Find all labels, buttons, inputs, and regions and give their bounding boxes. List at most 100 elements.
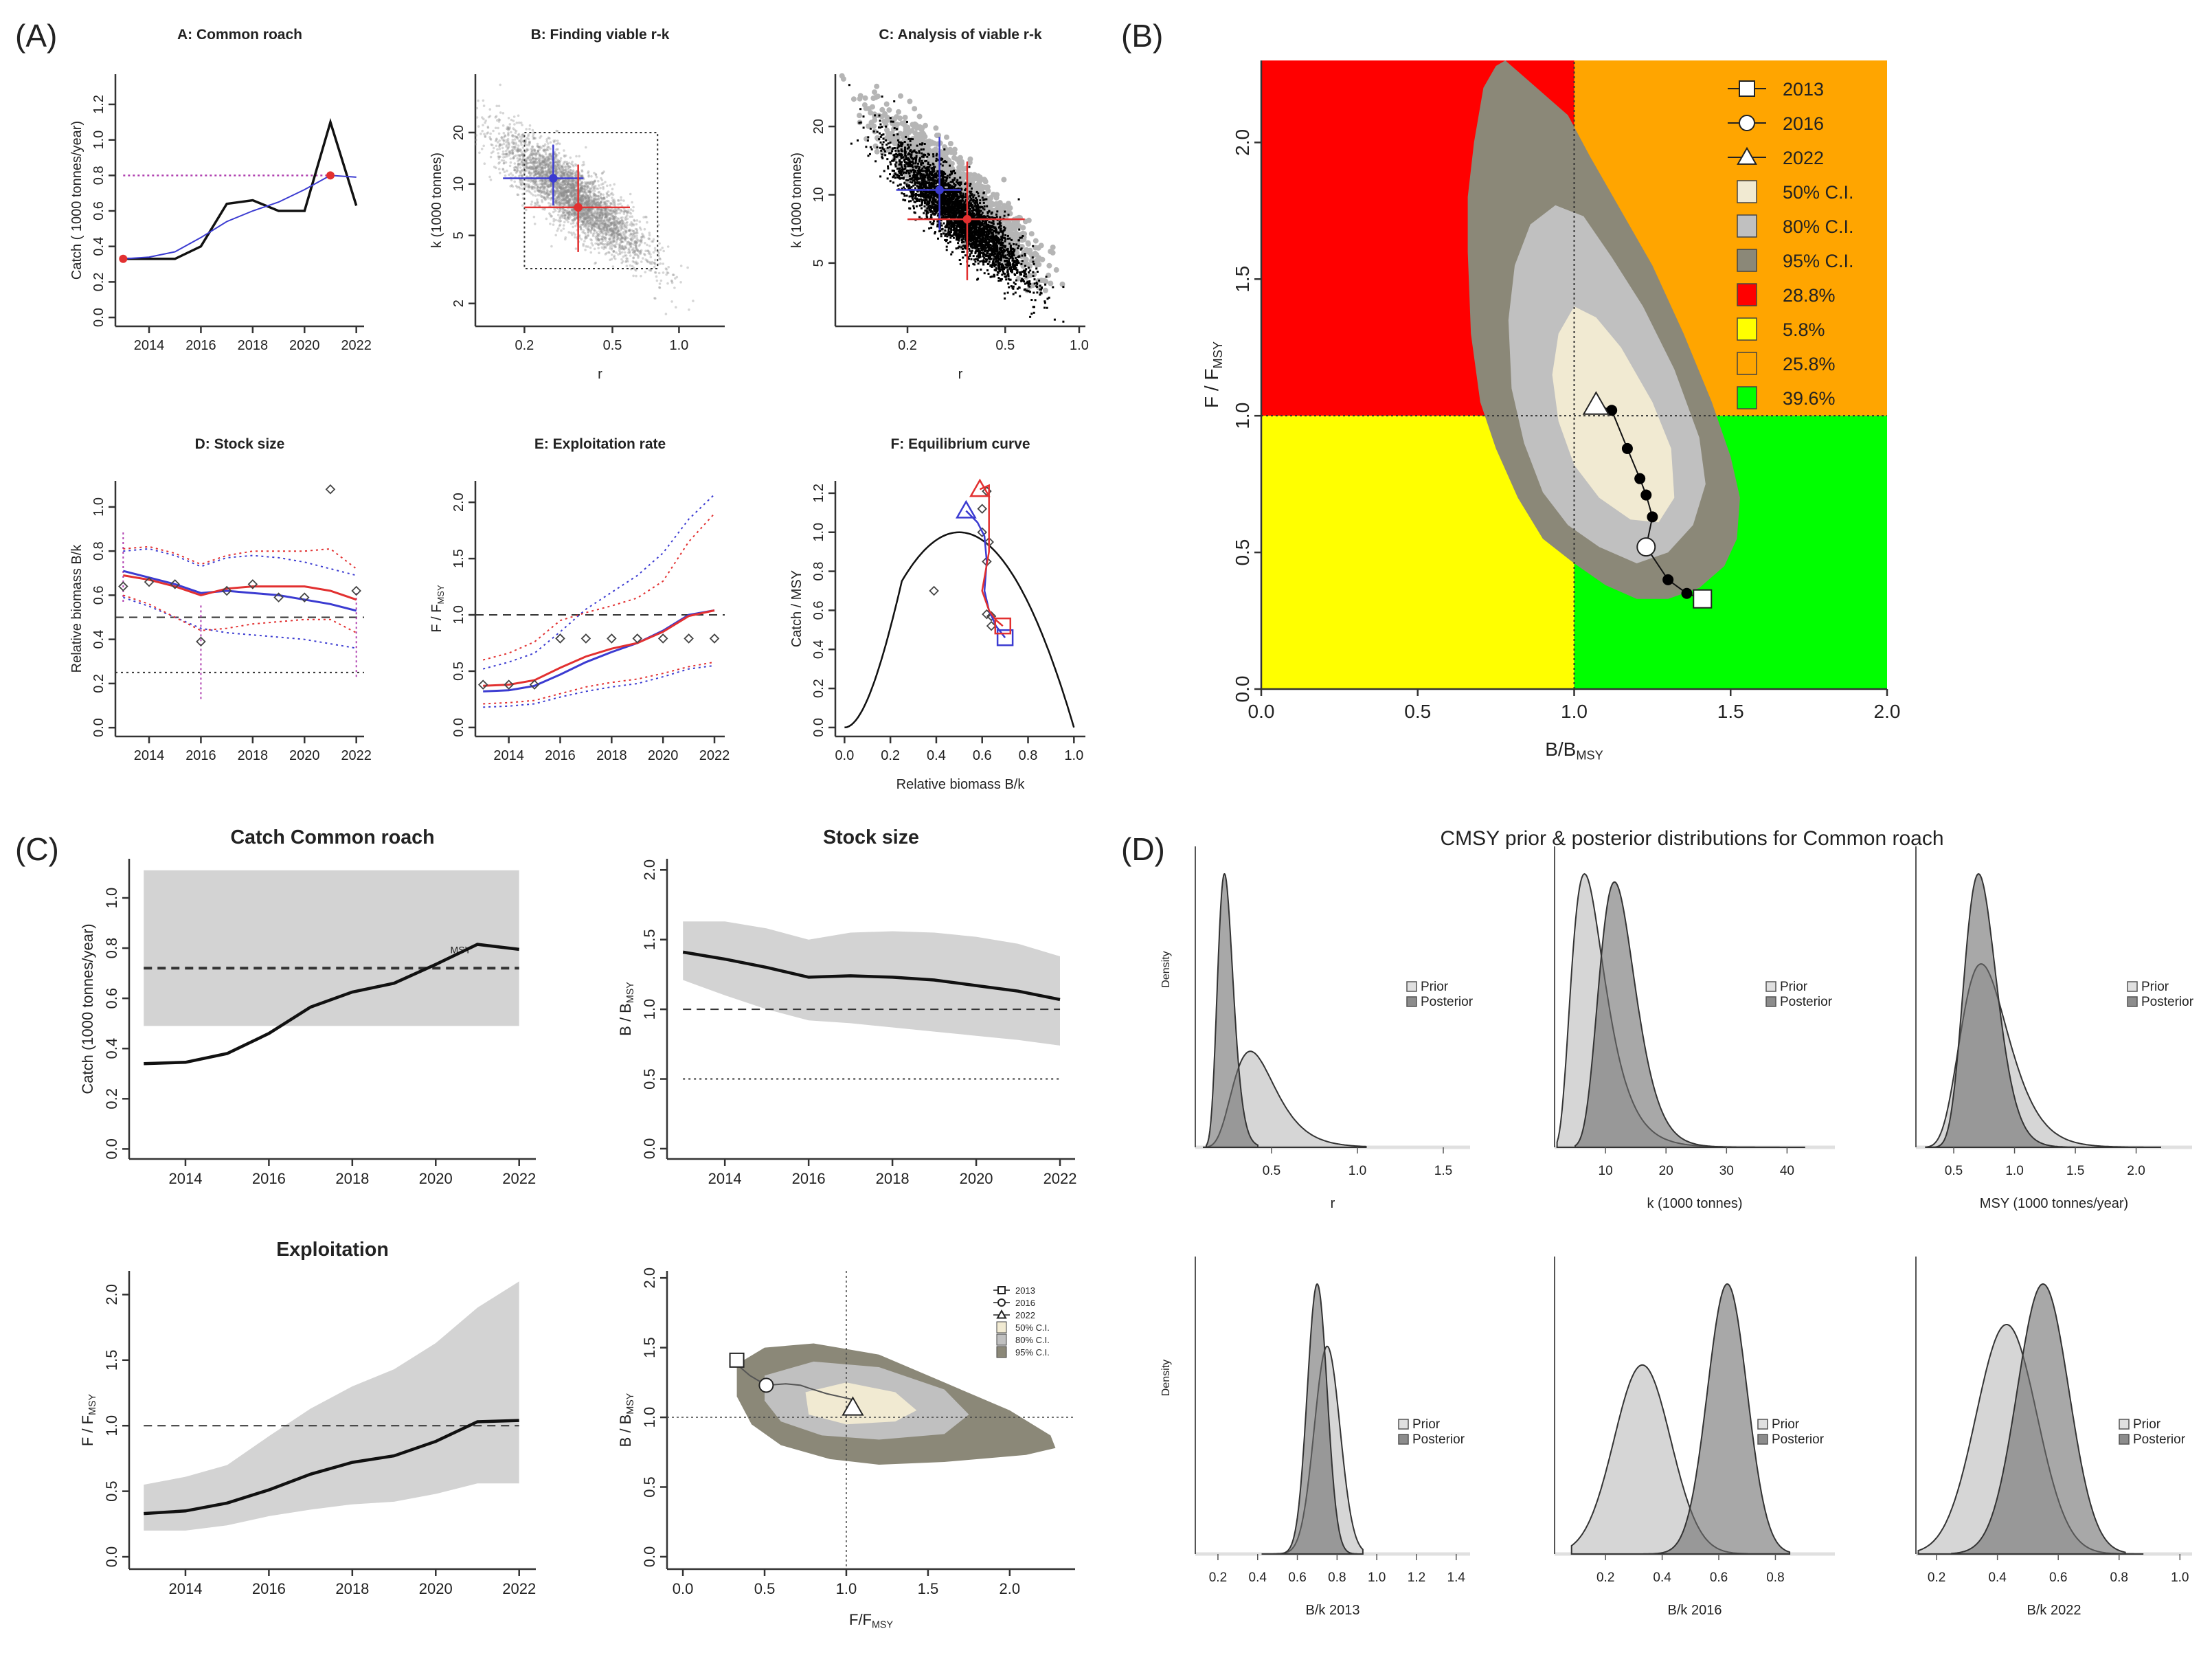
rk-point bbox=[584, 248, 587, 251]
rk-point bbox=[661, 247, 664, 249]
rk-point bbox=[599, 193, 602, 196]
rk-point bbox=[556, 171, 559, 174]
rk-point bbox=[510, 184, 513, 187]
rk-point bbox=[554, 192, 557, 195]
rk-point bbox=[673, 273, 675, 277]
rk-point bbox=[657, 271, 661, 275]
rk-point bbox=[579, 216, 582, 219]
rk-point bbox=[579, 197, 583, 200]
rk-point bbox=[1001, 205, 1007, 211]
rk-point bbox=[483, 133, 486, 135]
rk-point bbox=[648, 245, 651, 247]
rk-point bbox=[574, 181, 577, 185]
rk-point bbox=[600, 246, 604, 249]
rk-point bbox=[620, 196, 622, 199]
rk-point bbox=[649, 256, 653, 259]
rk-point bbox=[528, 144, 530, 147]
rk-point bbox=[581, 223, 584, 227]
rk-point bbox=[570, 187, 574, 190]
rk-point bbox=[625, 221, 628, 225]
rk-point bbox=[633, 243, 636, 246]
rk-point bbox=[549, 161, 552, 165]
rk-point bbox=[605, 224, 609, 227]
rk-point bbox=[580, 238, 583, 241]
rk-point bbox=[571, 213, 574, 216]
rk-point bbox=[585, 194, 588, 197]
rk-point bbox=[543, 179, 547, 181]
rk-point bbox=[592, 198, 596, 201]
rk-point bbox=[615, 233, 618, 236]
rk-point bbox=[569, 168, 572, 172]
rk-point bbox=[597, 218, 600, 222]
rk-point bbox=[525, 162, 528, 166]
rk-point bbox=[609, 192, 613, 196]
rk-point bbox=[634, 227, 637, 231]
rk-point bbox=[610, 234, 613, 237]
rk-point bbox=[475, 138, 477, 142]
rk-point bbox=[567, 201, 571, 204]
rk-point bbox=[620, 234, 623, 238]
rk-point bbox=[601, 171, 604, 174]
rk-point bbox=[646, 221, 648, 224]
rk-point bbox=[636, 254, 639, 257]
rk-point bbox=[611, 231, 614, 234]
rk-point bbox=[569, 216, 572, 218]
rk-point bbox=[541, 201, 544, 203]
rk-point bbox=[561, 188, 564, 191]
rk-point bbox=[499, 142, 501, 146]
rk-point bbox=[488, 115, 492, 117]
rk-point bbox=[629, 192, 632, 196]
rk-point bbox=[513, 145, 516, 148]
rk-point bbox=[605, 216, 608, 219]
rk-point bbox=[600, 214, 603, 216]
rk-point bbox=[561, 172, 564, 174]
rk-point bbox=[659, 248, 662, 251]
rk-point bbox=[500, 136, 504, 139]
rk-point bbox=[617, 222, 620, 225]
rk-point bbox=[486, 132, 488, 135]
rk-point bbox=[574, 179, 576, 182]
rk-point bbox=[658, 242, 661, 245]
rk-point bbox=[591, 221, 595, 224]
rk-point bbox=[572, 172, 574, 175]
rk-point bbox=[602, 237, 605, 240]
rk-point bbox=[536, 161, 539, 164]
rk-point bbox=[589, 223, 593, 225]
rk-point bbox=[587, 170, 590, 173]
rk-point bbox=[599, 243, 602, 246]
rk-point bbox=[662, 249, 665, 253]
estimate-point bbox=[574, 203, 583, 212]
rk-point bbox=[474, 143, 477, 146]
rk-point bbox=[497, 132, 501, 135]
rk-point bbox=[545, 190, 549, 193]
rk-point bbox=[644, 242, 646, 245]
rk-point bbox=[546, 170, 550, 174]
rk-point bbox=[563, 168, 565, 172]
rk-point bbox=[666, 271, 669, 274]
estimate-point bbox=[549, 174, 558, 183]
rk-point bbox=[537, 185, 539, 189]
rk-point bbox=[626, 214, 629, 217]
rk-point bbox=[501, 168, 505, 171]
rk-point bbox=[606, 184, 609, 188]
rk-point bbox=[546, 148, 550, 152]
rk-point bbox=[654, 249, 657, 252]
rk-point bbox=[611, 229, 613, 232]
rk-point bbox=[850, 96, 857, 102]
rk-point bbox=[542, 196, 545, 199]
rk-point bbox=[578, 179, 582, 182]
rk-point bbox=[567, 164, 570, 168]
rk-point bbox=[532, 160, 535, 163]
rk-point bbox=[594, 262, 596, 265]
rk-point bbox=[599, 195, 602, 198]
rk-point bbox=[593, 172, 596, 174]
rk-point bbox=[671, 273, 675, 276]
rk-point bbox=[517, 146, 519, 150]
rk-point bbox=[510, 179, 513, 182]
rk-point bbox=[555, 203, 558, 206]
rk-point bbox=[612, 220, 616, 223]
rk-point bbox=[632, 247, 635, 250]
rk-point bbox=[560, 229, 563, 232]
rk-point bbox=[570, 185, 574, 188]
rk-point bbox=[602, 185, 605, 189]
